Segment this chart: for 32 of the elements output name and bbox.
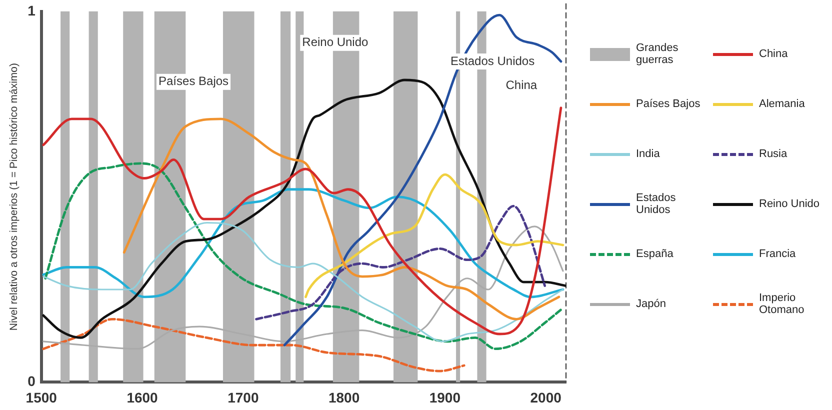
y-tick-label: 1 xyxy=(28,2,36,18)
y-tick-label: 0 xyxy=(28,373,36,390)
line-series xyxy=(44,162,564,350)
legend-label: Reino Unido xyxy=(759,198,820,210)
annotation: China xyxy=(506,78,538,92)
legend-label: Imperio Otomano xyxy=(759,292,806,316)
line-series xyxy=(304,173,564,298)
x-tick-label: 1800 xyxy=(328,389,360,406)
y-axis-title: Nivel relativo a otros imperios (1 = Pico histórico máximo) xyxy=(8,63,20,331)
legend-label: India xyxy=(636,148,660,160)
legend-label: Alemania xyxy=(759,98,805,110)
legend-label: Estados Unidos xyxy=(636,192,677,216)
x-tick-label: 1700 xyxy=(228,389,259,406)
x-tick-label: 1500 xyxy=(26,389,58,406)
line-series xyxy=(283,14,562,346)
legend-label: Japón xyxy=(636,298,666,310)
line-series xyxy=(42,188,564,298)
line-series xyxy=(42,318,466,372)
legend-label: Francia xyxy=(759,248,796,260)
x-tick-label: 1600 xyxy=(126,389,158,406)
annotation: Estados Unidos xyxy=(450,54,535,68)
x-tick-label: 1900 xyxy=(429,389,461,406)
line-series xyxy=(255,204,546,320)
legend-label: Países Bajos xyxy=(636,98,700,110)
legend-label: China xyxy=(759,48,788,60)
text: Grandes guerras xyxy=(636,42,680,66)
legend-label: Rusia xyxy=(759,148,788,160)
legend-label: España xyxy=(636,248,674,260)
x-tick-label: 2000 xyxy=(530,389,562,406)
annotation: Países Bajos xyxy=(158,74,229,88)
line-series xyxy=(122,118,560,320)
annotation: Reino Unido xyxy=(302,35,369,50)
